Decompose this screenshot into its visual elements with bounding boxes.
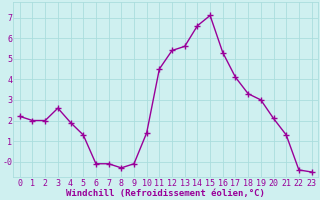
- X-axis label: Windchill (Refroidissement éolien,°C): Windchill (Refroidissement éolien,°C): [66, 189, 265, 198]
